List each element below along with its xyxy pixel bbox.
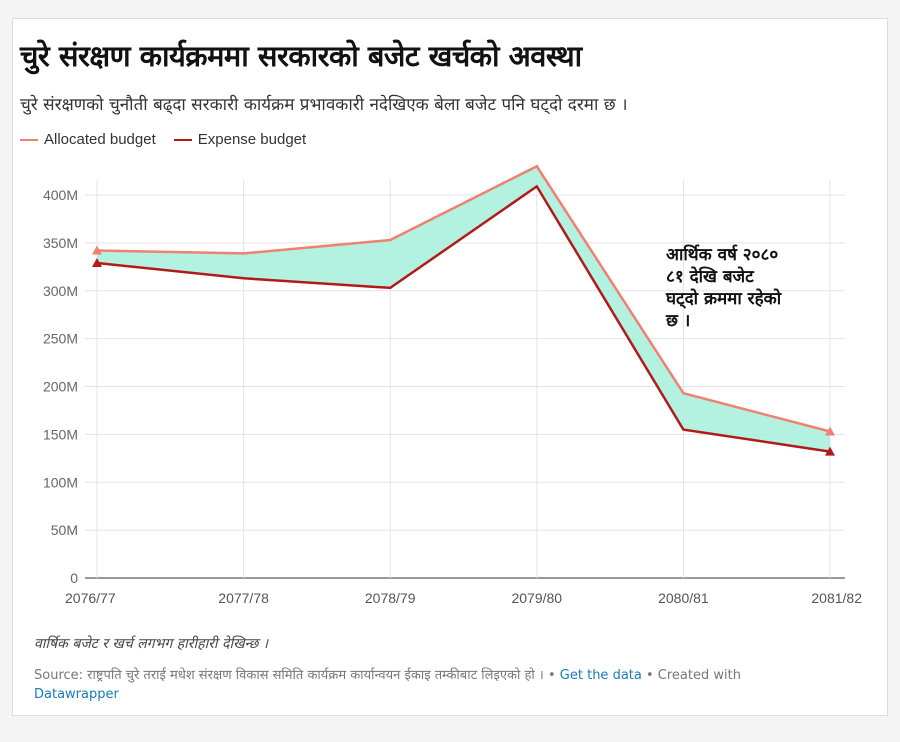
x-tick-label: 2080/81 xyxy=(658,590,709,606)
y-tick-label: 250M xyxy=(43,331,78,347)
series-endpoint-marker xyxy=(825,426,835,436)
series-line-allocated xyxy=(96,164,831,433)
y-tick-label: 150M xyxy=(43,426,78,442)
series-endpoint-marker xyxy=(92,245,102,255)
chart-notes: वार्षिक बजेट र खर्च लगभग हारीहारी देखिन्… xyxy=(34,636,269,652)
y-tick-label: 0 xyxy=(70,570,78,586)
separator: • xyxy=(547,668,556,683)
y-tick-label: 400M xyxy=(43,187,78,203)
x-tick-label: 2076/77 xyxy=(65,590,116,606)
legend-swatch xyxy=(173,139,192,142)
legend-item-allocated: Allocated budget xyxy=(20,131,156,148)
annotation-line: आर्थिक वर्ष २०८० xyxy=(666,244,778,265)
x-tick-label: 2081/82 xyxy=(811,590,862,606)
y-tick-label: 50M xyxy=(51,522,78,538)
legend-label: Expense budget xyxy=(197,131,307,148)
legend-label: Allocated budget xyxy=(44,131,156,148)
datawrapper-link[interactable]: Datawrapper xyxy=(34,687,119,702)
created-with-text: • Created with xyxy=(646,668,741,683)
y-tick-label: 200M xyxy=(43,379,78,395)
series-line-expense xyxy=(96,184,831,453)
y-tick-label: 350M xyxy=(43,235,78,251)
x-tick-label: 2077/78 xyxy=(218,590,269,606)
source-text: Source: राष्ट्रपति चुरे तराई मधेश संरक्ष… xyxy=(34,668,544,683)
chart-frame xyxy=(12,18,888,716)
annotation-line: ८१ देखि बजेट xyxy=(666,266,755,287)
legend-item-expense: Expense budget xyxy=(173,131,307,148)
chart-title: चुरे संरक्षण कार्यक्रममा सरकारको बजेट खर… xyxy=(20,39,582,73)
legend: Allocated budget Expense budget xyxy=(20,131,306,148)
annotation-line: घट्दो क्रममा रहेको xyxy=(665,288,782,309)
series-endpoint-marker xyxy=(825,446,835,456)
x-tick-label: 2079/80 xyxy=(511,590,562,606)
chart-source: Source: राष्ट्रपति चुरे तराई मधेश संरक्ष… xyxy=(34,666,854,704)
x-tick-label: 2078/79 xyxy=(365,590,416,606)
range-area xyxy=(97,166,830,452)
y-tick-label: 100M xyxy=(43,474,78,490)
series-endpoint-marker xyxy=(92,257,102,267)
legend-swatch xyxy=(20,139,38,142)
annotation-line: छ । xyxy=(665,311,690,331)
y-tick-label: 300M xyxy=(43,283,78,299)
get-the-data-link[interactable]: Get the data xyxy=(559,668,642,683)
chart-subtitle: चुरे संरक्षणको चुनौती बढ्दा सरकारी कार्य… xyxy=(20,95,628,115)
